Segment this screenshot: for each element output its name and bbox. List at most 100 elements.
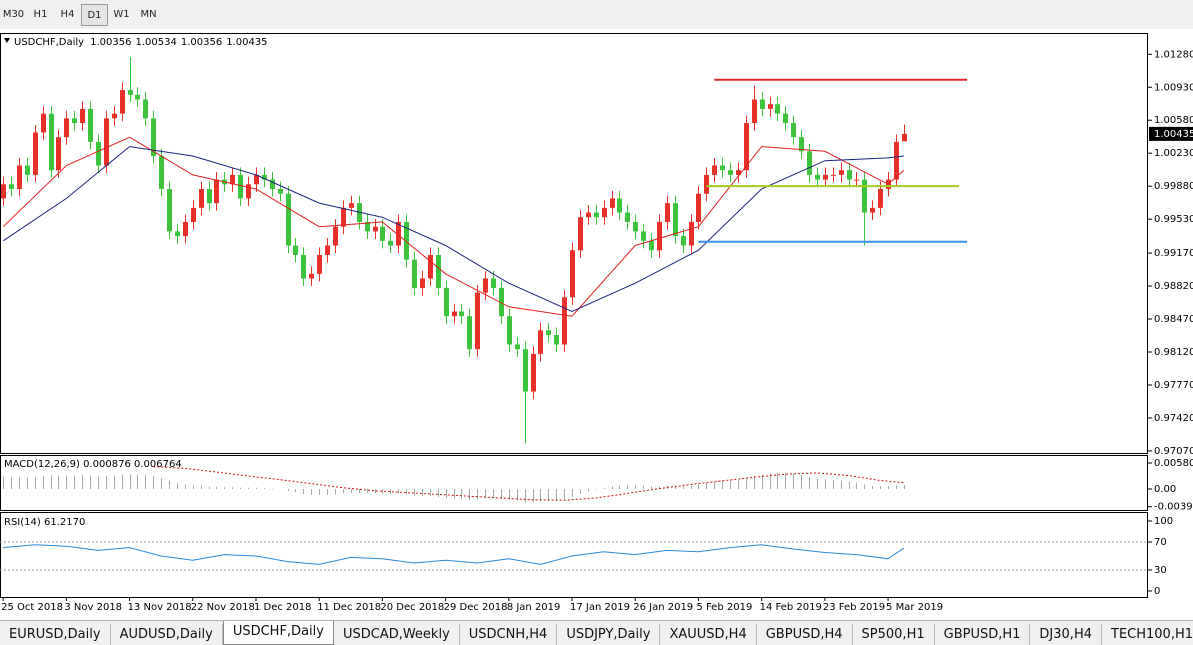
candle-body [483,278,488,293]
x-tick-label: 11 Dec 2018 [317,602,381,613]
current-price-box [1149,126,1193,141]
candle-body [870,207,875,213]
y-tick-label: 0.97070 [1154,446,1193,457]
candle-body [333,226,338,246]
timeframe-button[interactable]: MN [140,8,157,20]
main-title: USDCHF,Daily 1.00356 1.00534 1.00356 1.00435 [14,37,268,48]
candle-body [499,287,504,317]
candle-body [554,335,559,345]
x-tick-label: 20 Dec 2018 [380,602,444,613]
symbol-tab[interactable]: DJ30,H4 [1030,624,1102,645]
rsi-panel [0,512,1148,598]
candle-body [807,151,812,175]
candle-body [349,203,354,208]
candle-body [657,221,662,251]
symbol-tab[interactable]: USDCHF,Daily [222,621,334,645]
timeframe-button[interactable]: H4 [60,8,75,20]
candle-body [633,221,638,232]
y-tick-label: 1.00930 [1154,82,1193,93]
y-tick-label: 0.99880 [1154,181,1193,192]
candle-body [214,179,219,204]
candle-body [64,118,69,138]
candle-body [104,118,109,166]
candle-body [317,254,322,274]
macd-signal [153,466,904,501]
candle-body [175,231,180,237]
candle-body [207,189,212,204]
candle-body [783,113,788,124]
candle-body [823,174,828,180]
candle-body [49,113,54,171]
symbol-tab[interactable]: USDCAD,Weekly [334,624,460,645]
candle-body [199,189,204,208]
candle-body [507,316,512,345]
x-tick-label: 23 Feb 2019 [823,602,885,613]
symbol-tab[interactable]: AUDUSD,Daily [111,624,223,645]
rsi-title: RSI(14) 61.2170 [4,517,85,528]
timeframe-button[interactable]: W1 [113,8,130,20]
low: 1.00356 [181,37,222,48]
symbol-tab[interactable]: USDJPY,Daily [557,624,661,645]
candle-body [625,212,630,222]
symbol-tab[interactable]: USDCNH,H4 [460,624,558,645]
candle-body [72,118,77,124]
x-tick-label: 29 Dec 2018 [444,602,508,613]
candle-body [388,240,393,246]
x-tick-label: 14 Feb 2019 [760,602,822,613]
candle-body [41,113,46,133]
candle-body [728,170,733,175]
candle-body [309,273,314,279]
candle-body [649,240,654,251]
candle-body [365,221,370,232]
rsi-line [3,544,905,565]
candle-body [515,344,520,350]
candle-body [491,278,496,288]
candle-body [238,174,243,199]
timeframe-button[interactable]: D1 [81,3,108,26]
candle-body [128,90,133,95]
y-tick-label: 1.01280 [1154,49,1193,60]
x-tick-label: 3 Nov 2018 [64,602,122,613]
candle-body [531,353,536,392]
candle-body [570,250,575,298]
candle-body [159,156,164,190]
candle-body [894,141,899,180]
symbol-tab[interactable]: EURUSD,Daily [0,624,111,645]
symbol-tabs: EURUSD,Daily AUDUSD,Daily USDCHF,Daily USDC… [0,620,1193,645]
symbol-tab[interactable]: GBPUSD,H1 [935,624,1031,645]
candle-body [25,165,30,175]
candle-body [56,137,61,171]
y-tick-label: 0.97770 [1154,380,1193,391]
candle-body [467,316,472,350]
x-tick-label: 17 Jan 2019 [570,602,630,613]
symbol-tab[interactable]: XAUUSD,H4 [660,624,757,645]
open: 1.00356 [90,37,131,48]
candle-body [839,170,844,175]
close: 1.00435 [226,37,267,48]
candle-body [436,254,441,288]
x-tick-label: 22 Nov 2018 [191,602,255,613]
y-tick-label: 70 [1154,537,1167,548]
candle-body [452,311,457,317]
candle-body [167,189,172,232]
timeframe-button[interactable]: M30 [2,8,25,20]
macd-panel [0,455,1148,511]
y-tick-label: 0.98820 [1154,281,1193,292]
candle-body [768,104,773,109]
macd-title: MACD(12,26,9) 0.000876 0.006764 [4,459,182,470]
symbol-tab[interactable]: SP500,H1 [853,624,935,645]
symbol-tab[interactable]: TECH100,H1 [1102,624,1193,645]
x-tick-label: 1 Dec 2018 [254,602,312,613]
candle-body [578,217,583,251]
y-tick-label: 0.99530 [1154,214,1193,225]
candle-body [602,207,607,218]
candle-body [120,90,125,114]
chart-area: USDCHF,Daily 1.00356 1.00534 1.00356 1.00435… [0,29,1193,620]
timeframe-button[interactable]: H1 [33,8,48,20]
candle-body [902,133,907,142]
candle-body [17,165,22,190]
candle-body [665,203,670,222]
symbol-tab[interactable]: GBPUSD,H4 [757,624,853,645]
candle-body [183,221,188,237]
